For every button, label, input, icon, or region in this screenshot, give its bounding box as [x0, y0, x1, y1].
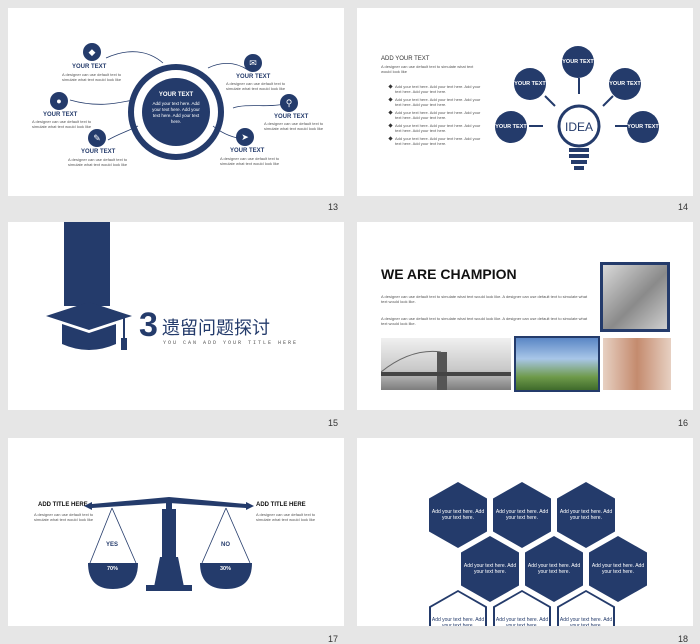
- hex-cell: Add your text here. Add your text here.: [461, 536, 519, 602]
- chat-icon: ✉: [244, 54, 262, 72]
- slide-15[interactable]: 3 遗留问题探讨 YOU CAN ADD YOUR TITLE HERE: [8, 222, 344, 410]
- item-body: A designer can use default text to simul…: [220, 156, 280, 166]
- list-item: Add your text here. Add your text here. …: [388, 136, 485, 146]
- pencil-icon: ✎: [88, 129, 106, 147]
- item-body: A designer can use default text to simul…: [62, 72, 122, 82]
- section-subtitle: YOU CAN ADD YOUR TITLE HERE: [163, 340, 299, 346]
- slide-number: 17: [328, 634, 339, 644]
- idea-circle-right: YOUR TEXT: [627, 111, 659, 143]
- item-body: A designer can use default text to simul…: [226, 81, 286, 91]
- item-title: YOUR TEXT: [230, 148, 265, 154]
- bulb-rays: [529, 78, 629, 170]
- center-ring: [128, 64, 224, 160]
- left-body: A designer can use default text to simul…: [34, 512, 94, 522]
- right-title: ADD TITLE HERE: [256, 502, 306, 508]
- photo-group: [603, 338, 671, 390]
- idea-label: IDEA: [564, 120, 593, 134]
- hex-cell-outline: Add your text here. Add your text here.: [493, 590, 551, 626]
- slide-18[interactable]: Add your text here. Add your text here. …: [357, 438, 693, 626]
- hex-cell-outline: Add your text here. Add your text here.: [557, 590, 615, 626]
- graduation-cap-icon: [46, 302, 132, 350]
- hex-cell: Add your text here. Add your text here.: [429, 482, 487, 548]
- slide-17[interactable]: ADD TITLE HERE A designer can use defaul…: [8, 438, 344, 626]
- hex-cell: Add your text here. Add your text here.: [557, 482, 615, 548]
- idea-circle-left: YOUR TEXT: [495, 111, 527, 143]
- no-percent: 30%: [220, 566, 232, 572]
- slide-number: 15: [328, 418, 339, 428]
- bridge-silhouette: [381, 350, 511, 390]
- item-title: YOUR TEXT: [81, 149, 116, 155]
- center-title: YOUR TEXT: [158, 92, 194, 98]
- bullet-list: Add your text here. Add your text here. …: [388, 84, 485, 149]
- photo-student: [600, 262, 670, 332]
- slide-number: 14: [678, 202, 689, 212]
- section-number: 3: [139, 306, 158, 344]
- slide-13[interactable]: YOUR TEXT Add your text here. Add your t…: [8, 8, 344, 196]
- no-label: NO: [221, 542, 230, 548]
- vertical-bar: [64, 222, 110, 306]
- item-title: YOUR TEXT: [43, 112, 78, 118]
- yes-label: YES: [106, 542, 119, 548]
- right-body: A designer can use default text to simul…: [256, 512, 316, 522]
- slide-number: 16: [678, 418, 689, 428]
- item-title: YOUR TEXT: [274, 114, 309, 120]
- list-item: Add your text here. Add your text here. …: [388, 97, 485, 107]
- search-icon: ⚲: [280, 94, 298, 112]
- list-item: Add your text here. Add your text here. …: [388, 84, 485, 94]
- paragraph: A designer can use default text to simul…: [381, 294, 588, 304]
- scale-icon: [84, 497, 254, 591]
- section-title: 遗留问题探讨: [162, 318, 270, 338]
- hex-cell: Add your text here. Add your text here.: [525, 536, 583, 602]
- hex-cell: Add your text here. Add your text here.: [589, 536, 647, 602]
- left-title: ADD TITLE HERE: [38, 502, 88, 508]
- slide-14[interactable]: ADD YOUR TEXT A designer can use default…: [357, 8, 693, 196]
- page-title: WE ARE CHAMPION: [381, 266, 517, 282]
- center-body: Add your text here. Add your text here. …: [152, 101, 200, 124]
- yes-percent: 70%: [107, 566, 119, 572]
- bulb-icon: ●: [50, 92, 68, 110]
- item-title: YOUR TEXT: [72, 64, 107, 70]
- slide-16[interactable]: WE ARE CHAMPION A designer can use defau…: [357, 222, 693, 410]
- item-body: A designer can use default text to simul…: [68, 157, 128, 167]
- item-title: YOUR TEXT: [236, 74, 271, 80]
- heading: ADD YOUR TEXT: [381, 56, 430, 62]
- item-body: A designer can use default text to simul…: [32, 119, 92, 129]
- list-item: Add your text here. Add your text here. …: [388, 123, 485, 133]
- plane-icon: ➤: [236, 128, 254, 146]
- item-body: A designer can use default text to simul…: [264, 121, 324, 131]
- slide-number: 18: [678, 634, 689, 644]
- idea-circle-upper-left: YOUR TEXT: [514, 68, 546, 100]
- hex-cell: Add your text here. Add your text here.: [493, 482, 551, 548]
- center-circle: YOUR TEXT Add your text here. Add your t…: [142, 78, 210, 146]
- paragraph: A designer can use default text to simul…: [381, 316, 588, 326]
- slide-number: 13: [328, 202, 339, 212]
- list-item: Add your text here. Add your text here. …: [388, 110, 485, 120]
- idea-circle-upper-right: YOUR TEXT: [609, 68, 641, 100]
- intro: A designer can use default text to simul…: [381, 64, 474, 74]
- hex-cell-outline: Add your text here. Add your text here.: [429, 590, 487, 626]
- photo-landscape: [514, 336, 600, 392]
- diamond-icon: ◆: [83, 43, 101, 61]
- idea-circle-top: YOUR TEXT: [562, 46, 594, 78]
